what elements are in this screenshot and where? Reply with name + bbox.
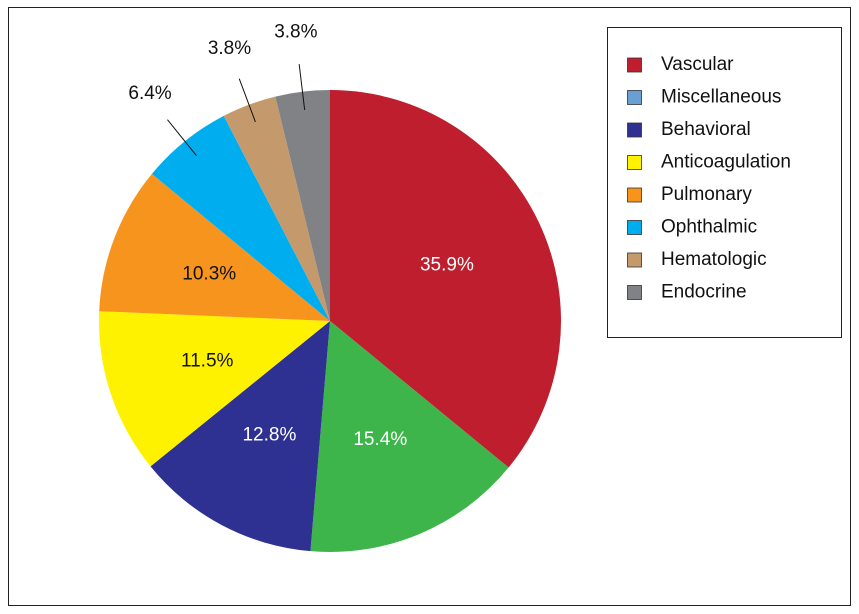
legend-label: Endocrine	[661, 282, 747, 303]
legend-label: Vascular	[661, 54, 734, 75]
legend-swatch	[627, 122, 642, 138]
slice-label: 10.3%	[182, 264, 236, 285]
pie-slice	[310, 321, 509, 552]
pie-slice	[99, 173, 331, 321]
legend-label: Anticoagulation	[661, 152, 791, 173]
pie-slice	[330, 90, 561, 468]
legend-swatch	[627, 90, 642, 105]
legend-box	[607, 27, 842, 338]
pie-slice	[151, 115, 330, 321]
legend-swatch	[627, 252, 642, 268]
pie-slice	[99, 311, 330, 467]
legend-swatch	[627, 187, 642, 203]
slice-label: 3.8%	[208, 38, 251, 59]
legend-swatch	[627, 220, 642, 235]
slice-label: 35.9%	[420, 255, 474, 276]
leader-line	[238, 78, 256, 123]
legend-label: Hematologic	[661, 249, 767, 270]
legend-swatch	[627, 155, 642, 170]
legend-swatch	[627, 57, 642, 73]
pie-slice	[223, 96, 330, 321]
legend-label: Ophthalmic	[661, 217, 757, 238]
legend-label: Pulmonary	[661, 184, 752, 205]
slice-label: 12.8%	[242, 424, 296, 445]
legend-label: Behavioral	[661, 119, 751, 140]
slice-label: 3.8%	[274, 22, 317, 43]
leader-line	[167, 119, 197, 156]
leader-line	[298, 64, 306, 111]
pie-slice	[275, 90, 330, 321]
legend-swatch	[627, 285, 642, 300]
legend-label: Miscellaneous	[661, 87, 781, 108]
slice-label: 11.5%	[181, 351, 234, 372]
pie-slice	[150, 321, 330, 552]
slice-label: 6.4%	[128, 83, 171, 104]
slice-label: 15.4%	[353, 429, 407, 450]
